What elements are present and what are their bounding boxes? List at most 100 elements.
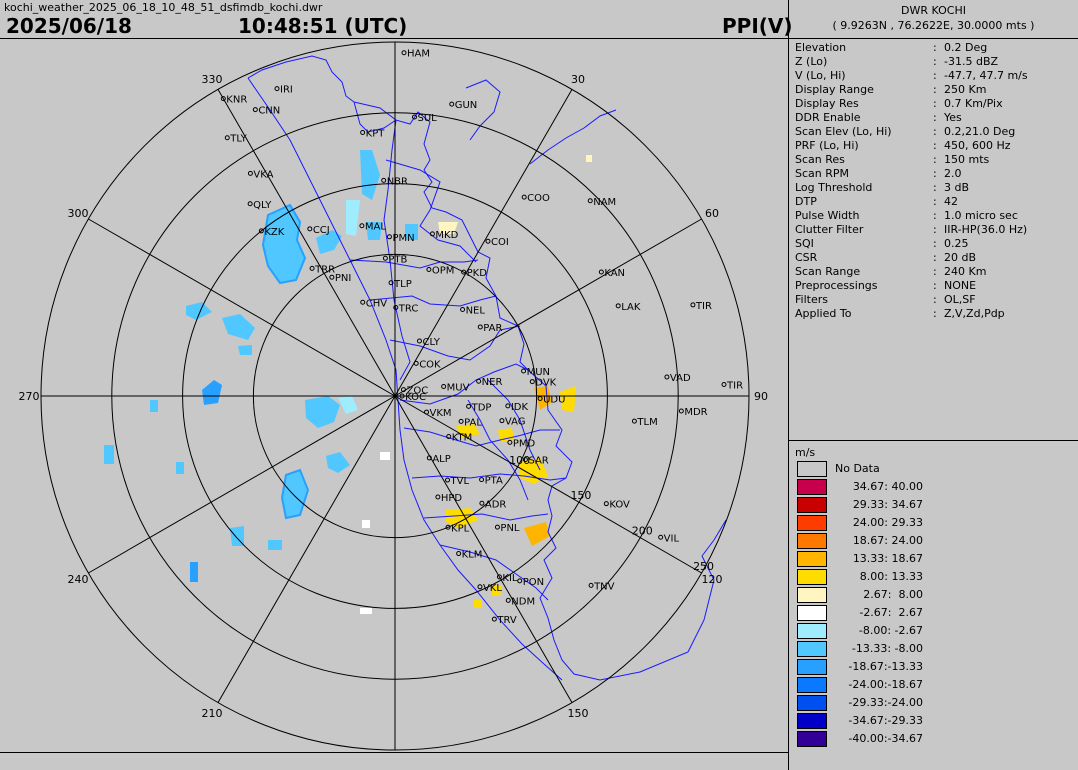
place-dot: [678, 408, 684, 414]
place-dot: [399, 393, 405, 399]
parameter-colon: :: [933, 209, 937, 222]
display-mode: PPI(V): [722, 14, 793, 38]
place-label: TIR: [695, 301, 712, 312]
legend-swatch: [797, 569, 827, 585]
parameter-key: SQI: [795, 237, 814, 250]
place-dot: [496, 574, 502, 580]
echo-cell: [316, 230, 342, 254]
place-marker: KPT: [360, 128, 385, 139]
place-label: VAD: [670, 373, 691, 384]
legend-swatch: [797, 605, 827, 621]
place-marker: COO: [521, 193, 550, 204]
legend-swatch: [797, 677, 827, 693]
place-marker: CLY: [416, 337, 441, 348]
station-name: DWR KOCHI: [901, 4, 966, 17]
parameter-key: Clutter Filter: [795, 223, 864, 236]
place-label: SUL: [418, 113, 438, 124]
place-marker: VAG: [499, 417, 526, 428]
place-label: TLM: [636, 417, 657, 428]
place-marker: HPD: [435, 493, 463, 504]
parameter-key: Scan Res: [795, 153, 845, 166]
place-dot: [521, 194, 527, 200]
district-line: [487, 379, 541, 471]
legend-entry: -18.67:-13.33: [797, 658, 1077, 676]
legend-swatch: [797, 641, 827, 657]
place-label: KIL: [502, 573, 518, 584]
place-label: NDM: [511, 596, 535, 607]
place-dot: [588, 582, 594, 588]
place-dot: [220, 96, 226, 102]
place-marker: KZK: [258, 227, 285, 238]
place-marker: CCJ: [307, 225, 330, 236]
place-label: CCJ: [313, 225, 330, 236]
place-dot: [615, 303, 621, 309]
place-dot: [477, 324, 483, 330]
legend-label: 8.00: 13.33: [856, 570, 923, 583]
district-line: [349, 259, 479, 269]
parameter-key: Elevation: [795, 41, 847, 54]
district-line: [385, 159, 477, 263]
echo-cell: [176, 462, 184, 474]
place-label: GUN: [455, 100, 478, 111]
parameter-value: Z,V,Zd,Pdp: [944, 307, 1005, 320]
place-label: PTB: [388, 254, 407, 265]
echo-cell: [474, 600, 482, 608]
place-label: TLP: [393, 279, 412, 290]
place-label: MKD: [435, 230, 458, 241]
place-dot: [485, 238, 491, 244]
place-label: PMN: [392, 233, 414, 244]
place-label: PON: [523, 577, 544, 588]
place-dot: [388, 280, 394, 286]
echo-cell: [360, 608, 372, 614]
legend-entry: -29.33:-24.00: [797, 694, 1077, 712]
place-label: COO: [527, 193, 550, 204]
place-label: PTA: [485, 476, 503, 487]
place-marker: TIR: [721, 381, 743, 392]
legend-label: 34.67: 40.00: [852, 480, 923, 493]
parameter-value: -31.5 dBZ: [944, 55, 999, 68]
echo-cell: [305, 396, 340, 428]
legend-label: 24.00: 29.33: [852, 516, 923, 529]
legend-label: No Data: [835, 462, 880, 475]
place-dot: [521, 368, 527, 374]
echo-cell: [524, 522, 550, 546]
place-label: KOC: [405, 392, 426, 403]
echo-cell: [222, 314, 255, 340]
parameter-key: Filters: [795, 293, 828, 306]
place-dot: [252, 107, 258, 113]
place-marker: KTM: [446, 432, 472, 443]
place-label: TRR: [314, 264, 335, 275]
ppi-radar-plot[interactable]: 306090120150210240270300330100150200250 …: [0, 0, 788, 752]
echo-cell: [338, 396, 358, 414]
place-label: VIL: [664, 533, 680, 544]
parameter-value: 3 dB: [944, 181, 970, 194]
parameter-colon: :: [933, 279, 937, 292]
echo-cell: [520, 458, 548, 484]
place-marker: VIL: [658, 533, 680, 544]
place-dot: [721, 382, 727, 388]
legend-entry: 18.67: 24.00: [797, 532, 1077, 550]
place-label: UDU: [543, 395, 565, 406]
azimuth-spoke: [394, 218, 702, 397]
place-dot: [537, 396, 543, 402]
legend-label: -18.67:-13.33: [848, 660, 923, 673]
place-marker: KIL: [496, 573, 518, 584]
place-dot: [386, 234, 392, 240]
azimuth-spoke: [88, 395, 396, 574]
legend-entry: 13.33: 18.67: [797, 550, 1077, 568]
legend-entry: -2.67: 2.67: [797, 604, 1077, 622]
place-label: HPD: [441, 493, 463, 504]
place-label: KNR: [226, 95, 247, 106]
parameter-key: CSR: [795, 251, 818, 264]
place-dot: [247, 170, 253, 176]
parameter-colon: :: [933, 307, 937, 320]
place-dot: [359, 223, 365, 229]
place-dot: [494, 524, 500, 530]
legend-swatch: [797, 623, 827, 639]
district-boundaries: [247, 55, 727, 681]
echo-cell: [150, 400, 158, 412]
parameter-key: Scan Elev (Lo, Hi): [795, 125, 892, 138]
azimuth-label: 120: [701, 573, 722, 586]
place-dot: [400, 387, 406, 393]
coast-west: [247, 77, 563, 681]
